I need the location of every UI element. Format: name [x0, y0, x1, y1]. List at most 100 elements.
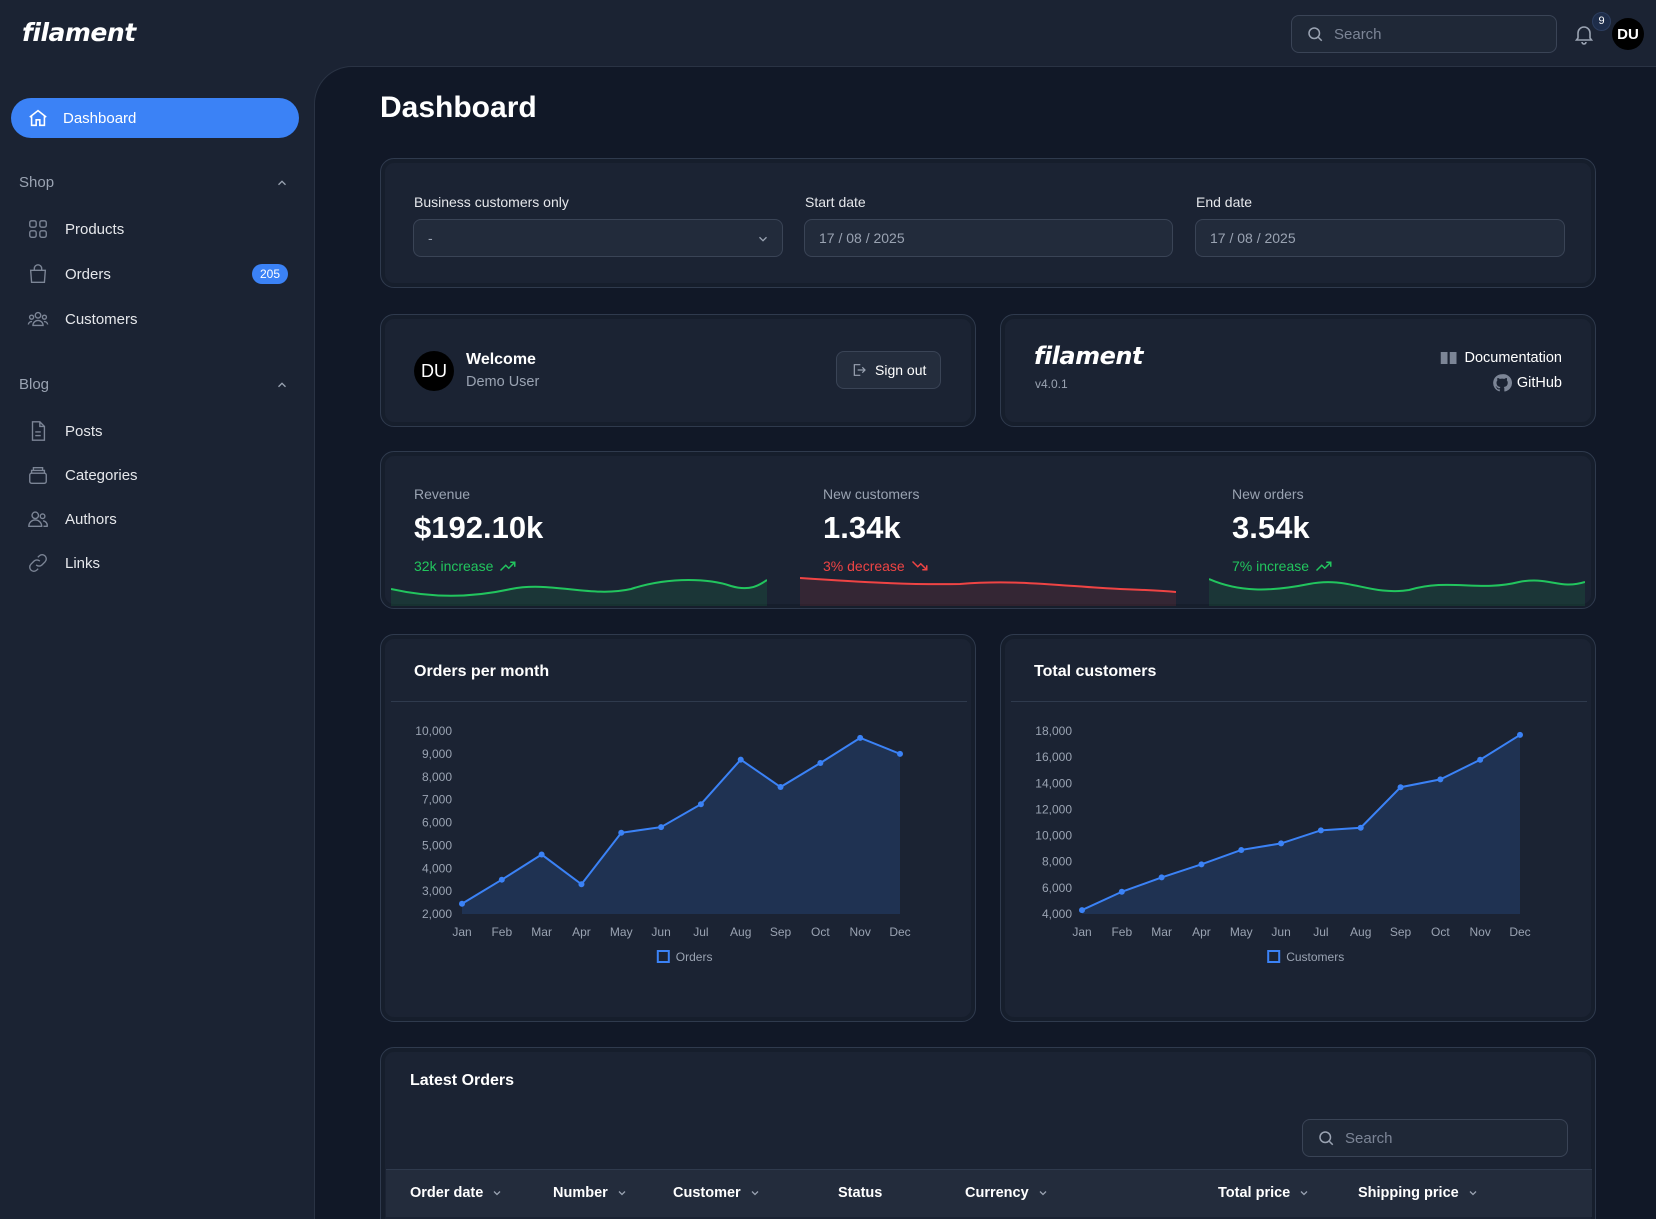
data-point[interactable]: [498, 876, 505, 883]
sidebar-item-authors[interactable]: Authors: [26, 501, 288, 537]
y-tick-label: 14,000: [1035, 776, 1072, 790]
chevron-up-icon[interactable]: [275, 378, 289, 392]
orders-table-search[interactable]: [1302, 1119, 1568, 1157]
customers-icon: [26, 307, 50, 331]
sidebar-item-products[interactable]: Products: [26, 211, 288, 247]
x-tick-label: Jul: [693, 925, 708, 939]
data-point[interactable]: [1477, 756, 1484, 763]
sign-out-button[interactable]: Sign out: [836, 351, 942, 389]
data-point[interactable]: [1397, 784, 1404, 791]
legend-label[interactable]: Customers: [1286, 950, 1344, 964]
end-date-input[interactable]: 17 / 08 / 2025: [1195, 219, 1565, 257]
y-tick-label: 8,000: [1042, 855, 1072, 869]
legend-label[interactable]: Orders: [676, 950, 713, 964]
column-number[interactable]: Number: [553, 1185, 628, 1201]
global-search-input[interactable]: [1334, 25, 1534, 43]
column-currency[interactable]: Currency: [965, 1185, 1049, 1201]
global-search[interactable]: [1291, 15, 1557, 53]
data-point[interactable]: [578, 881, 585, 888]
x-tick-label: Feb: [491, 925, 512, 939]
data-point[interactable]: [1437, 776, 1444, 783]
data-point[interactable]: [1238, 846, 1245, 853]
y-tick-label: 10,000: [1035, 829, 1072, 843]
user-avatar[interactable]: DU: [1612, 18, 1644, 50]
sidebar-group-blog[interactable]: Blog: [19, 376, 289, 393]
data-point[interactable]: [1357, 824, 1364, 831]
authors-icon: [26, 507, 50, 531]
y-tick-label: 12,000: [1035, 802, 1072, 816]
legend-swatch[interactable]: [1267, 950, 1281, 963]
sidebar-item-posts[interactable]: Posts: [26, 413, 288, 449]
sort-chevron-icon: [1039, 1191, 1047, 1196]
y-tick-label: 4,000: [422, 861, 452, 875]
stat-orders-desc-text: 7% increase: [1232, 558, 1310, 574]
customers-chart-title: Total customers: [1034, 663, 1157, 680]
orders-table-search-input[interactable]: [1345, 1129, 1545, 1147]
y-tick-label: 6,000: [422, 816, 452, 830]
data-point[interactable]: [777, 784, 784, 791]
filament-logo: filament: [1034, 342, 1143, 370]
column-label: Shipping price: [1358, 1185, 1459, 1201]
sidebar-item-dashboard[interactable]: Dashboard: [11, 98, 299, 138]
sidebar-item-links[interactable]: Links: [26, 545, 288, 581]
sidebar-item-customers[interactable]: Customers: [26, 301, 288, 337]
series-area: [462, 737, 900, 914]
column-order-date[interactable]: Order date: [410, 1185, 503, 1201]
end-date-value: 17 / 08 / 2025: [1210, 230, 1296, 246]
y-tick-label: 7,000: [422, 793, 452, 807]
business-filter-select[interactable]: -: [413, 219, 783, 257]
column-customer[interactable]: Customer: [673, 1185, 761, 1201]
data-point[interactable]: [1517, 731, 1523, 738]
notifications-badge: 9: [1592, 12, 1611, 31]
data-point[interactable]: [459, 900, 465, 907]
data-point[interactable]: [1198, 861, 1205, 868]
github-link[interactable]: GitHub: [1492, 373, 1562, 393]
column-shipping-price[interactable]: Shipping price: [1358, 1185, 1479, 1201]
group-label: Shop: [19, 174, 55, 191]
column-status: Status: [838, 1185, 882, 1201]
sidebar-group-shop[interactable]: Shop: [19, 174, 289, 191]
column-label: Number: [553, 1185, 608, 1201]
sort-chevron-icon: [493, 1191, 501, 1196]
links-icon: [26, 551, 50, 575]
products-icon: [26, 217, 50, 241]
sidebar-item-categories[interactable]: Categories: [26, 457, 288, 493]
data-point[interactable]: [658, 824, 665, 831]
bell-icon[interactable]: [1572, 22, 1596, 46]
x-tick-label: Oct: [811, 925, 830, 939]
chevron-up-icon[interactable]: [275, 176, 289, 190]
data-point[interactable]: [1158, 874, 1165, 881]
data-point[interactable]: [897, 750, 903, 757]
data-point[interactable]: [618, 829, 625, 836]
data-point[interactable]: [538, 851, 545, 858]
data-point[interactable]: [857, 734, 864, 741]
sidebar-item-orders[interactable]: Orders 205: [26, 256, 288, 292]
legend-swatch[interactable]: [656, 950, 670, 963]
x-tick-label: Aug: [1350, 925, 1371, 939]
latest-orders-title: Latest Orders: [410, 1072, 515, 1089]
x-tick-label: Sep: [770, 925, 792, 939]
data-point[interactable]: [697, 801, 704, 808]
orders-sparkline-area: [1209, 579, 1585, 606]
chevron-down-icon: [759, 236, 767, 242]
sidebar-item-label: Products: [65, 220, 125, 238]
y-tick-label: 8,000: [422, 770, 452, 784]
business-filter-value: -: [428, 230, 433, 246]
start-date-input[interactable]: 17 / 08 / 2025: [804, 219, 1173, 257]
data-point[interactable]: [1317, 827, 1324, 834]
y-tick-label: 10,000: [415, 724, 452, 738]
data-point[interactable]: [1079, 907, 1085, 914]
column-total-price[interactable]: Total price: [1218, 1185, 1310, 1201]
data-point[interactable]: [817, 760, 824, 767]
filament-info-card: filament v4.0.1 Documentation GitHub: [1000, 314, 1596, 427]
data-point[interactable]: [1118, 888, 1125, 895]
documentation-link[interactable]: Documentation: [1440, 350, 1562, 366]
data-point[interactable]: [737, 756, 744, 763]
data-point[interactable]: [1278, 840, 1285, 847]
sort-chevron-icon: [1300, 1191, 1308, 1196]
app-logo[interactable]: filament: [22, 18, 136, 47]
x-tick-label: Sep: [1390, 925, 1412, 939]
series-line: [461, 736, 901, 905]
stat-orders-desc: 7% increase: [1232, 558, 1333, 574]
orders-chart: 2,000 3,000 4,000 5,000 6,000 7,000 8,000 9,000…: [415, 724, 910, 964]
